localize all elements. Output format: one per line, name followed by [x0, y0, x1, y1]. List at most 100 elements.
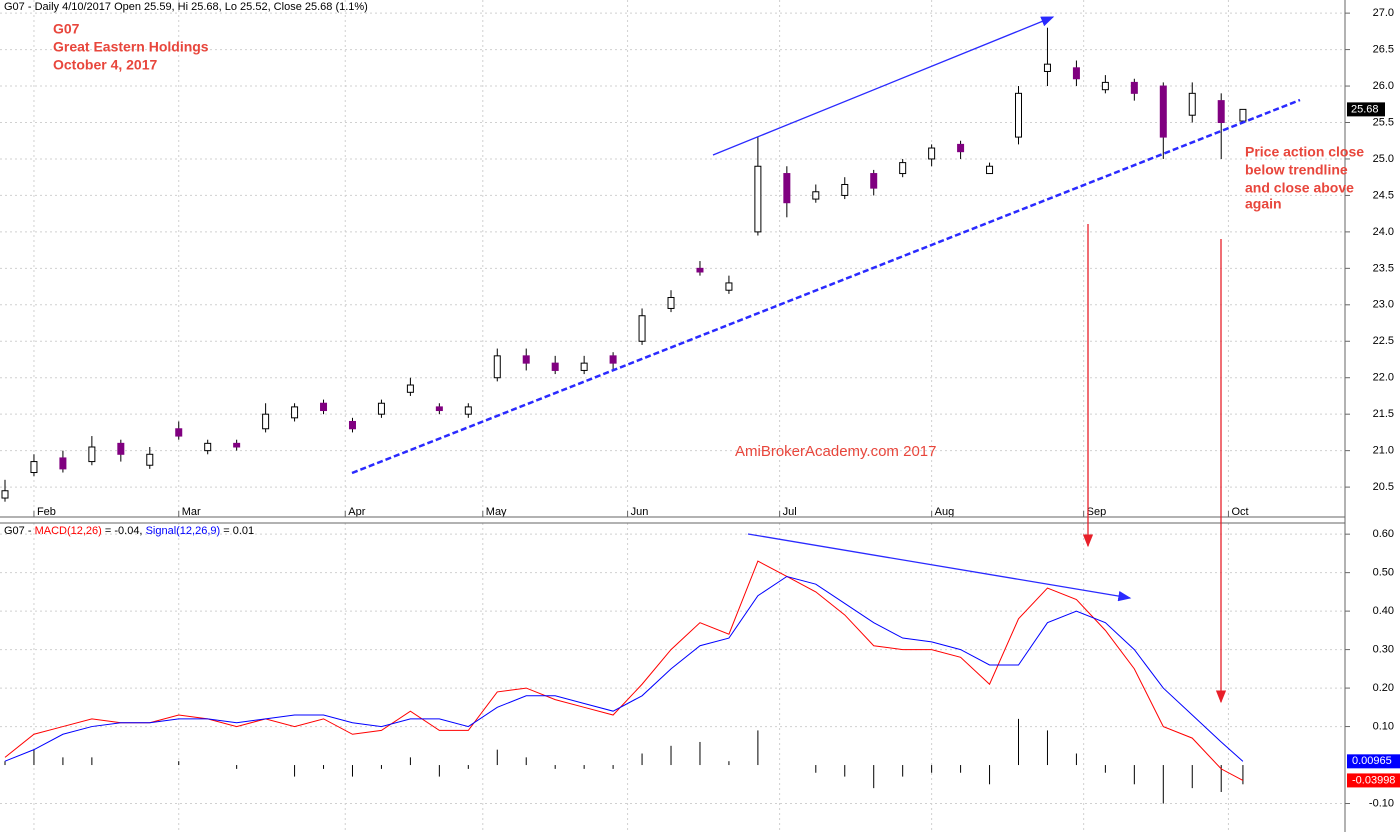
- header-part: G07 -: [4, 525, 35, 537]
- price-marker: [1347, 102, 1385, 117]
- note: below trendline: [1245, 162, 1348, 178]
- value-marker-label: 0.00965: [1352, 755, 1392, 767]
- candle-body: [609, 355, 617, 364]
- note: again: [1245, 196, 1282, 212]
- candle-body: [638, 315, 646, 342]
- x-tick-label: Apr: [348, 506, 365, 518]
- candle-body: [377, 402, 385, 415]
- candle-body: [204, 442, 212, 452]
- candle-body: [233, 442, 241, 448]
- y-tick-label: 24.5: [1373, 189, 1394, 201]
- x-tick-label: Aug: [935, 506, 955, 518]
- x-tick-label: Sep: [1087, 506, 1107, 518]
- candle-body: [1159, 85, 1167, 138]
- candle-body: [783, 173, 791, 204]
- candle-body: [580, 362, 588, 371]
- y-tick-label: 0.40: [1373, 605, 1394, 617]
- y-tick-label: 23.0: [1373, 299, 1394, 311]
- candle-body: [291, 406, 299, 419]
- x-tick-label: Jul: [783, 506, 797, 518]
- candle-body: [1130, 81, 1138, 94]
- candle-body: [1, 490, 9, 499]
- value-marker-label: -0.03998: [1352, 774, 1395, 786]
- x-tick-label: Mar: [182, 506, 201, 518]
- y-tick-label: 0.10: [1373, 720, 1394, 732]
- value-marker: [1347, 754, 1400, 769]
- x-tick-label: Jun: [631, 506, 649, 518]
- price-marker-label: 25.68: [1351, 103, 1379, 115]
- y-tick-label: 0.30: [1373, 644, 1394, 656]
- macd-header: G07 - MACD(12,26) = -0.04, Signal(12,26,…: [4, 525, 254, 537]
- y-tick-label: 25.5: [1373, 116, 1394, 128]
- candle-body: [928, 147, 936, 160]
- price-header: G07 - Daily 4/10/2017 Open 25.59, Hi 25.…: [4, 1, 368, 13]
- macd-line: [4, 560, 1244, 781]
- x-tick-label: May: [486, 506, 507, 518]
- header-part: = -0.04,: [102, 525, 146, 537]
- candle-body: [88, 446, 96, 463]
- x-tick-label: Oct: [1231, 506, 1248, 518]
- annotation: Great Eastern Holdings: [53, 39, 209, 55]
- candle-body: [117, 442, 125, 455]
- x-tick-label: Feb: [37, 506, 56, 518]
- y-tick-label: 23.5: [1373, 262, 1394, 274]
- candle-body: [59, 457, 67, 470]
- candle-body: [986, 165, 994, 175]
- candle-body: [320, 402, 328, 412]
- annotation: October 4, 2017: [53, 57, 157, 73]
- candle-body: [435, 406, 443, 412]
- candle-body: [667, 297, 675, 309]
- candle-body: [30, 461, 38, 474]
- candle-body: [1015, 92, 1023, 138]
- trendline: [351, 98, 1301, 475]
- candle-body: [870, 173, 878, 189]
- candle-body: [1239, 108, 1247, 122]
- annotation: G07: [53, 21, 80, 37]
- candle-body: [1043, 63, 1051, 72]
- candle-body: [146, 453, 154, 466]
- candle-body: [754, 165, 762, 233]
- y-tick-label: 26.5: [1373, 43, 1394, 55]
- candle-body: [841, 183, 849, 196]
- note: Price action close: [1245, 144, 1364, 160]
- y-tick-label: 0.20: [1373, 682, 1394, 694]
- value-marker: [1347, 773, 1400, 788]
- candle-body: [812, 191, 820, 200]
- header-part: MACD(12,26): [35, 525, 102, 537]
- marks: 25.68 -0.03998 0.00965: [1, 27, 1400, 804]
- candle-body: [696, 267, 704, 273]
- candle-body: [1217, 100, 1225, 124]
- candle-body: [175, 428, 183, 437]
- candle-body: [1072, 67, 1080, 80]
- candle-body: [493, 355, 501, 379]
- candle-body: [262, 413, 270, 430]
- candle-body: [1188, 92, 1196, 116]
- macd-line: [4, 575, 1244, 762]
- y-tick-label: 21.5: [1373, 408, 1394, 420]
- candle-body: [551, 362, 559, 371]
- y-tick-label: 21.0: [1373, 445, 1394, 457]
- y-tick-label: -0.10: [1369, 797, 1394, 809]
- y-tick-label: 0.50: [1373, 567, 1394, 579]
- y-tick-label: 20.5: [1373, 481, 1394, 493]
- y-tick-label: 22.0: [1373, 372, 1394, 384]
- candle-body: [725, 282, 733, 291]
- candle-body: [899, 162, 907, 175]
- candle-body: [957, 143, 965, 153]
- watermark: AmiBrokerAcademy.com 2017: [735, 443, 936, 460]
- candle-body: [522, 355, 530, 364]
- y-tick-label: 24.0: [1373, 226, 1394, 238]
- candle-body: [406, 384, 414, 393]
- y-tick-label: 25.0: [1373, 153, 1394, 165]
- candle-body: [1101, 81, 1109, 91]
- header-part: = 0.01: [220, 525, 254, 537]
- y-tick-label: 22.5: [1373, 335, 1394, 347]
- header-part: Signal(12,26,9): [146, 525, 221, 537]
- y-tick-label: 26.0: [1373, 80, 1394, 92]
- y-tick-label: 27.0: [1373, 7, 1394, 19]
- y-tick-label: 0.60: [1373, 528, 1394, 540]
- candle-body: [464, 406, 472, 415]
- trend-arrow: [747, 533, 1132, 602]
